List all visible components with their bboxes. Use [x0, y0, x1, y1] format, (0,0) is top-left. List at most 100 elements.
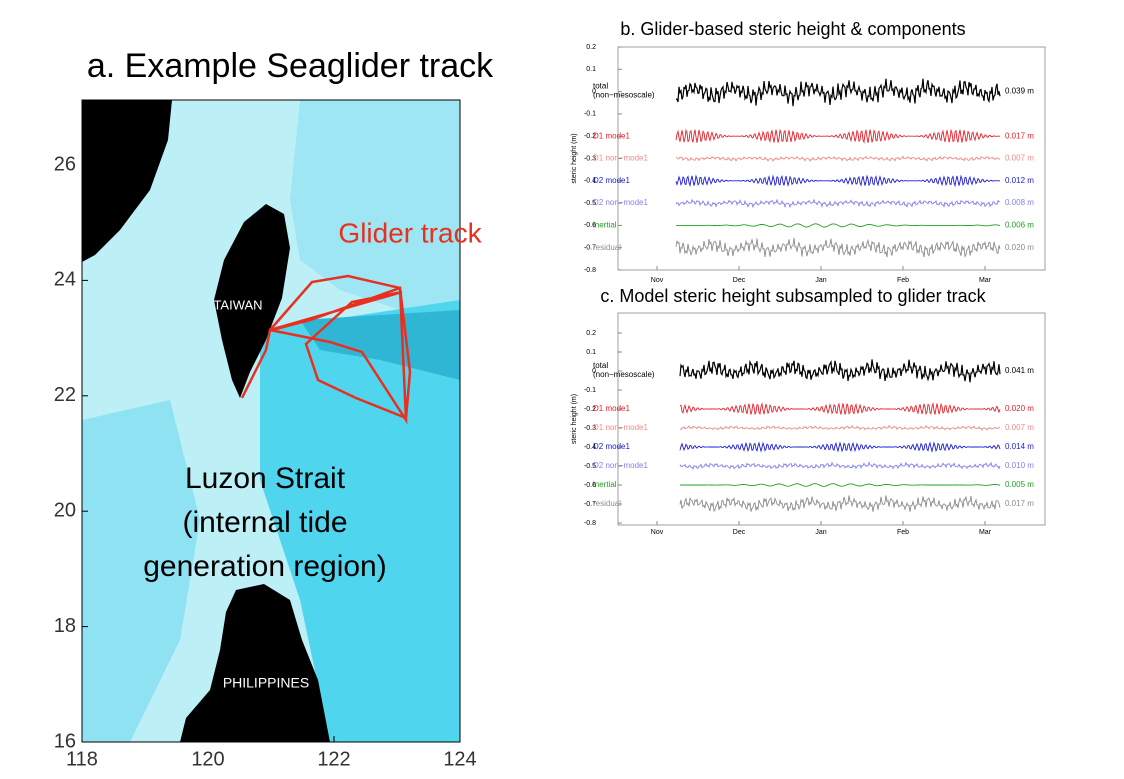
row-label: inertial: [593, 221, 617, 230]
trace: [679, 401, 1001, 416]
trace: [675, 78, 1001, 107]
region-label: (internal tide: [182, 506, 347, 539]
y-tick-label: -0.3: [584, 425, 596, 432]
y-tick-label: 0.2: [586, 44, 596, 51]
amplitude-label: 0.020 m: [1005, 243, 1034, 252]
amplitude-label: 0.012 m: [1005, 176, 1034, 185]
trace: [675, 198, 1001, 209]
y-tick-label: 0.1: [586, 349, 596, 356]
x-tick-label: Feb: [897, 277, 909, 284]
x-tick-label: Mar: [979, 529, 992, 536]
y-tick-label: 0: [592, 88, 596, 95]
land: [82, 100, 172, 262]
track-label: Glider track: [338, 217, 482, 248]
x-tick-label: Jan: [815, 529, 826, 536]
x-tick-label: Mar: [979, 277, 992, 284]
amplitude-label: 0.008 m: [1005, 198, 1034, 207]
x-tick-label: 124: [443, 748, 476, 770]
map-frame: [81, 99, 461, 743]
x-tick-label: Jan: [815, 277, 826, 284]
panel-title: b. Glider-based steric height & componen…: [620, 19, 965, 39]
y-tick-label: 16: [54, 730, 76, 752]
ocean-deep: [260, 300, 460, 742]
row-label: (non−mesoscale): [593, 91, 655, 100]
x-tick-label: Nov: [651, 277, 664, 284]
y-tick-label: -0.7: [584, 245, 596, 252]
row-label: total: [593, 361, 608, 370]
trace: [680, 483, 1001, 487]
ocean-band: [290, 100, 460, 330]
y-tick-label: -0.4: [584, 178, 596, 185]
y-tick-label: 0.2: [586, 330, 596, 337]
x-tick-label: 122: [317, 748, 350, 770]
y-tick-label: -0.7: [584, 501, 596, 508]
y-tick-label: -0.3: [584, 155, 596, 162]
row-label: D1 non−mode1: [593, 423, 648, 432]
amplitude-label: 0.007 m: [1005, 154, 1034, 163]
trace: [675, 155, 1001, 163]
panel-title: c. Model steric height subsampled to gli…: [600, 286, 986, 306]
x-tick-label: Nov: [651, 529, 664, 536]
row-label: D2 non−mode1: [593, 461, 648, 470]
row-label: D2 mode1: [593, 442, 630, 451]
land: [180, 584, 330, 742]
y-tick-label: -0.5: [584, 200, 596, 207]
y-tick-label: 22: [54, 384, 76, 406]
amplitude-label: 0.039 m: [1005, 87, 1034, 96]
trace: [675, 128, 1000, 144]
region-label: Luzon Strait: [185, 462, 346, 495]
region-label: generation region): [143, 550, 387, 583]
amplitude-label: 0.006 m: [1005, 221, 1034, 230]
place-label: PHILIPPINES: [223, 675, 309, 691]
x-tick-label: 120: [191, 748, 224, 770]
glider-track: [240, 274, 412, 425]
y-tick-label: 26: [54, 153, 76, 175]
plot-frame: [617, 312, 1046, 526]
y-tick-label: 18: [54, 615, 76, 637]
trace: [676, 223, 1001, 228]
row-label: residual: [593, 243, 621, 252]
trace: [679, 495, 1001, 513]
x-tick-label: Dec: [733, 529, 746, 536]
ocean-deeper: [300, 310, 460, 380]
land: [214, 204, 290, 398]
amplitude-label: 0.017 m: [1005, 499, 1034, 508]
trace: [679, 424, 1001, 431]
row-label: (non−mesoscale): [593, 370, 655, 379]
y-tick-label: -0.6: [584, 482, 596, 489]
trace: [679, 461, 1001, 470]
x-tick-label: 118: [66, 748, 98, 770]
amplitude-label: 0.014 m: [1005, 442, 1034, 451]
trace: [675, 174, 1000, 188]
y-tick-label: -0.2: [584, 133, 596, 140]
place-label: TAIWAN: [213, 297, 262, 312]
y-tick-label: -0.1: [584, 387, 596, 394]
y-axis-label: steric height (m): [571, 394, 578, 444]
row-label: D1 non−mode1: [593, 154, 648, 163]
y-tick-label: -0.8: [584, 267, 596, 274]
ocean-shelf: [82, 400, 200, 742]
row-label: total: [593, 82, 608, 91]
trace: [679, 359, 1001, 383]
amplitude-label: 0.005 m: [1005, 480, 1034, 489]
x-tick-label: Dec: [733, 277, 746, 284]
y-tick-label: -0.2: [584, 406, 596, 413]
amplitude-label: 0.007 m: [1005, 423, 1034, 432]
amplitude-label: 0.010 m: [1005, 461, 1034, 470]
y-tick-label: 24: [54, 269, 76, 291]
y-tick-label: 20: [54, 499, 76, 521]
amplitude-label: 0.041 m: [1005, 366, 1034, 375]
row-label: D1 mode1: [593, 131, 630, 140]
row-label: D2 non−mode1: [593, 198, 648, 207]
trace: [675, 237, 1001, 258]
y-axis-label: steric height (m): [571, 133, 578, 183]
y-tick-label: -0.4: [584, 444, 596, 451]
amplitude-label: 0.017 m: [1005, 131, 1034, 140]
map: a. Example Seaglider track Glider track …: [81, 47, 494, 743]
y-tick-label: -0.1: [584, 111, 596, 118]
x-tick-label: Feb: [897, 529, 909, 536]
y-tick-label: -0.6: [584, 222, 596, 229]
amplitude-label: 0.020 m: [1005, 404, 1034, 413]
row-label: residual: [593, 499, 621, 508]
